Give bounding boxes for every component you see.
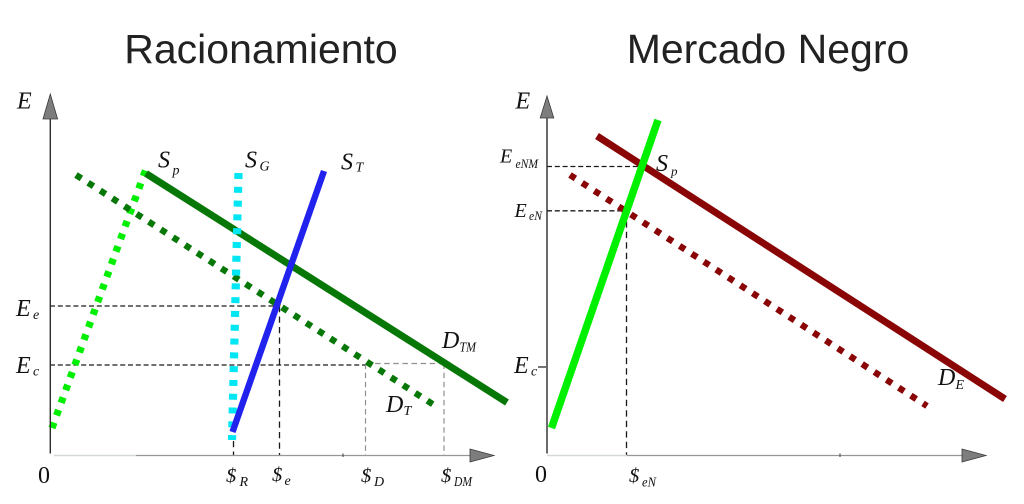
svg-text:$: $ (361, 465, 371, 487)
svg-text:c: c (33, 365, 40, 380)
svg-text:E: E (16, 89, 32, 115)
svg-text:R: R (239, 475, 249, 490)
svg-text:e: e (285, 474, 291, 489)
svg-text:Mercado Negro: Mercado Negro (627, 26, 910, 72)
svg-text:E: E (15, 296, 31, 322)
svg-text:E: E (955, 378, 965, 393)
svg-text:eN: eN (529, 208, 543, 223)
svg-text:$: $ (629, 465, 639, 487)
svg-text:0: 0 (535, 462, 547, 488)
svg-text:D: D (937, 365, 955, 391)
svg-text:S: S (158, 148, 170, 174)
svg-text:G: G (260, 160, 270, 175)
svg-text:E: E (499, 146, 512, 168)
svg-text:p: p (670, 164, 678, 179)
svg-text:E: E (15, 353, 31, 379)
svg-text:$: $ (441, 465, 451, 487)
svg-text:e: e (33, 308, 39, 323)
svg-text:$: $ (226, 465, 236, 487)
svg-text:DM: DM (453, 474, 472, 489)
svg-text:E: E (513, 353, 529, 379)
svg-text:S: S (656, 151, 668, 177)
svg-text:c: c (531, 365, 538, 380)
svg-text:Racionamiento: Racionamiento (124, 26, 398, 72)
svg-text:D: D (441, 328, 459, 354)
svg-text:D: D (385, 392, 403, 418)
svg-text:TM: TM (460, 340, 477, 355)
svg-text:T: T (404, 404, 413, 419)
svg-text:eNM: eNM (516, 156, 540, 171)
svg-text:eN: eN (642, 475, 657, 490)
svg-text:S: S (341, 150, 353, 176)
svg-text:0: 0 (38, 463, 50, 489)
svg-text:E: E (515, 89, 531, 115)
svg-text:p: p (172, 164, 180, 179)
svg-text:S: S (245, 148, 257, 174)
svg-text:D: D (373, 475, 384, 490)
svg-text:$: $ (272, 464, 282, 486)
svg-text:T: T (356, 161, 365, 176)
svg-text:E: E (514, 200, 527, 222)
